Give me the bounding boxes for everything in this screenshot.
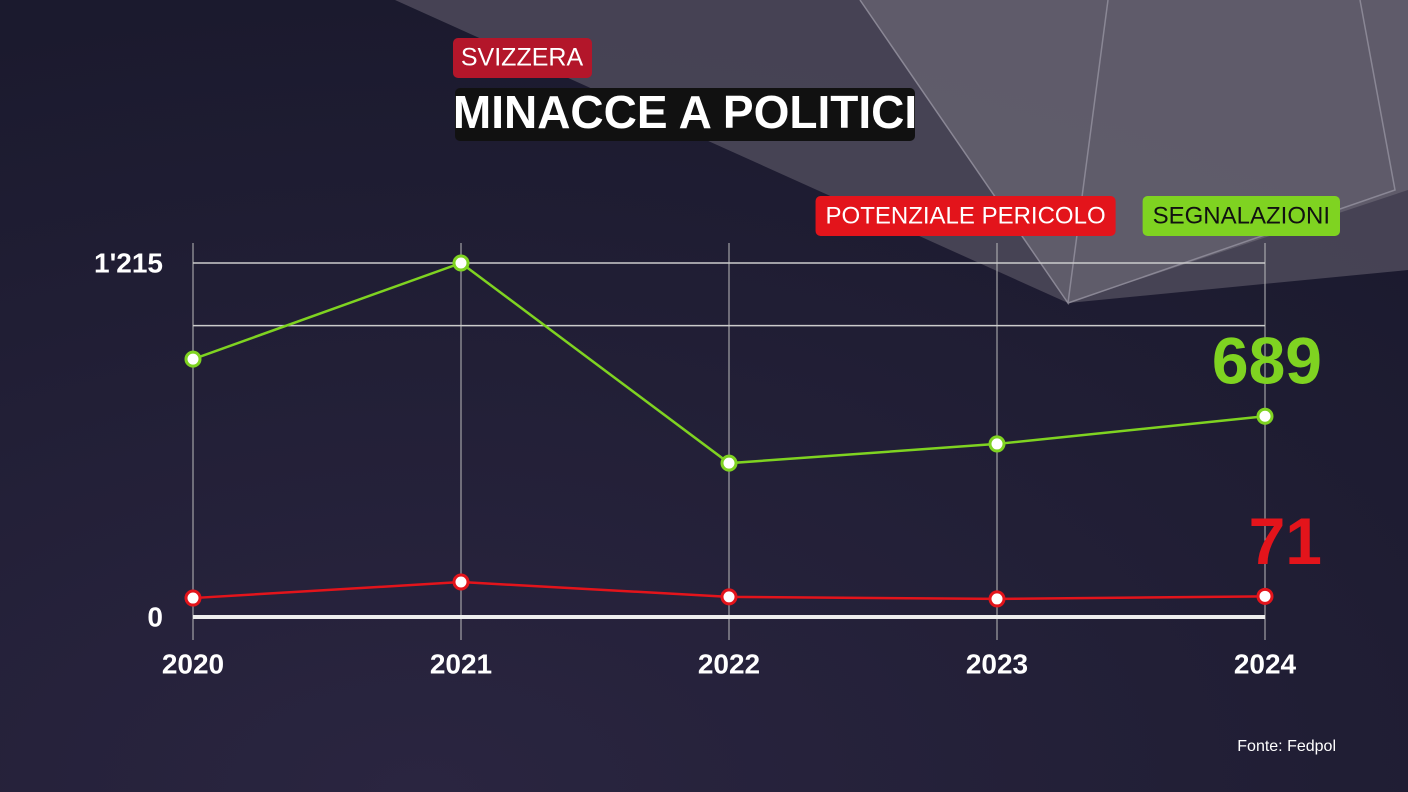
data-point [988, 590, 1006, 608]
decor-line [1067, 0, 1396, 304]
kicker: SVIZZERA [461, 44, 584, 72]
data-point [452, 254, 470, 272]
value-label: 71 [1249, 504, 1322, 578]
x-tick-label: 2023 [966, 648, 1028, 679]
legend-label: SEGNALAZIONI [1153, 202, 1330, 229]
data-point [452, 573, 470, 591]
chart-title: MINACCE A POLITICI [453, 86, 917, 138]
data-point [720, 588, 738, 606]
data-point [184, 350, 202, 368]
data-point [1256, 407, 1274, 425]
x-tick-label: 2024 [1234, 648, 1297, 679]
y-tick-label: 1'215 [94, 247, 163, 278]
source: Fonte: Fedpol [1237, 738, 1336, 755]
x-tick-label: 2022 [698, 648, 760, 679]
data-point [988, 435, 1006, 453]
kicker-box [453, 38, 592, 78]
legend-box [815, 196, 1116, 236]
data-point [720, 454, 738, 472]
data-point [1256, 587, 1274, 605]
legend-box [1142, 196, 1340, 236]
title-box [455, 88, 915, 141]
x-tick-label: 2021 [430, 648, 492, 679]
value-label: 689 [1212, 324, 1322, 398]
x-tick-label: 2020 [162, 648, 224, 679]
legend-label: POTENZIALE PERICOLO [826, 202, 1106, 229]
y-tick-label: 0 [147, 601, 163, 632]
data-point [184, 589, 202, 607]
